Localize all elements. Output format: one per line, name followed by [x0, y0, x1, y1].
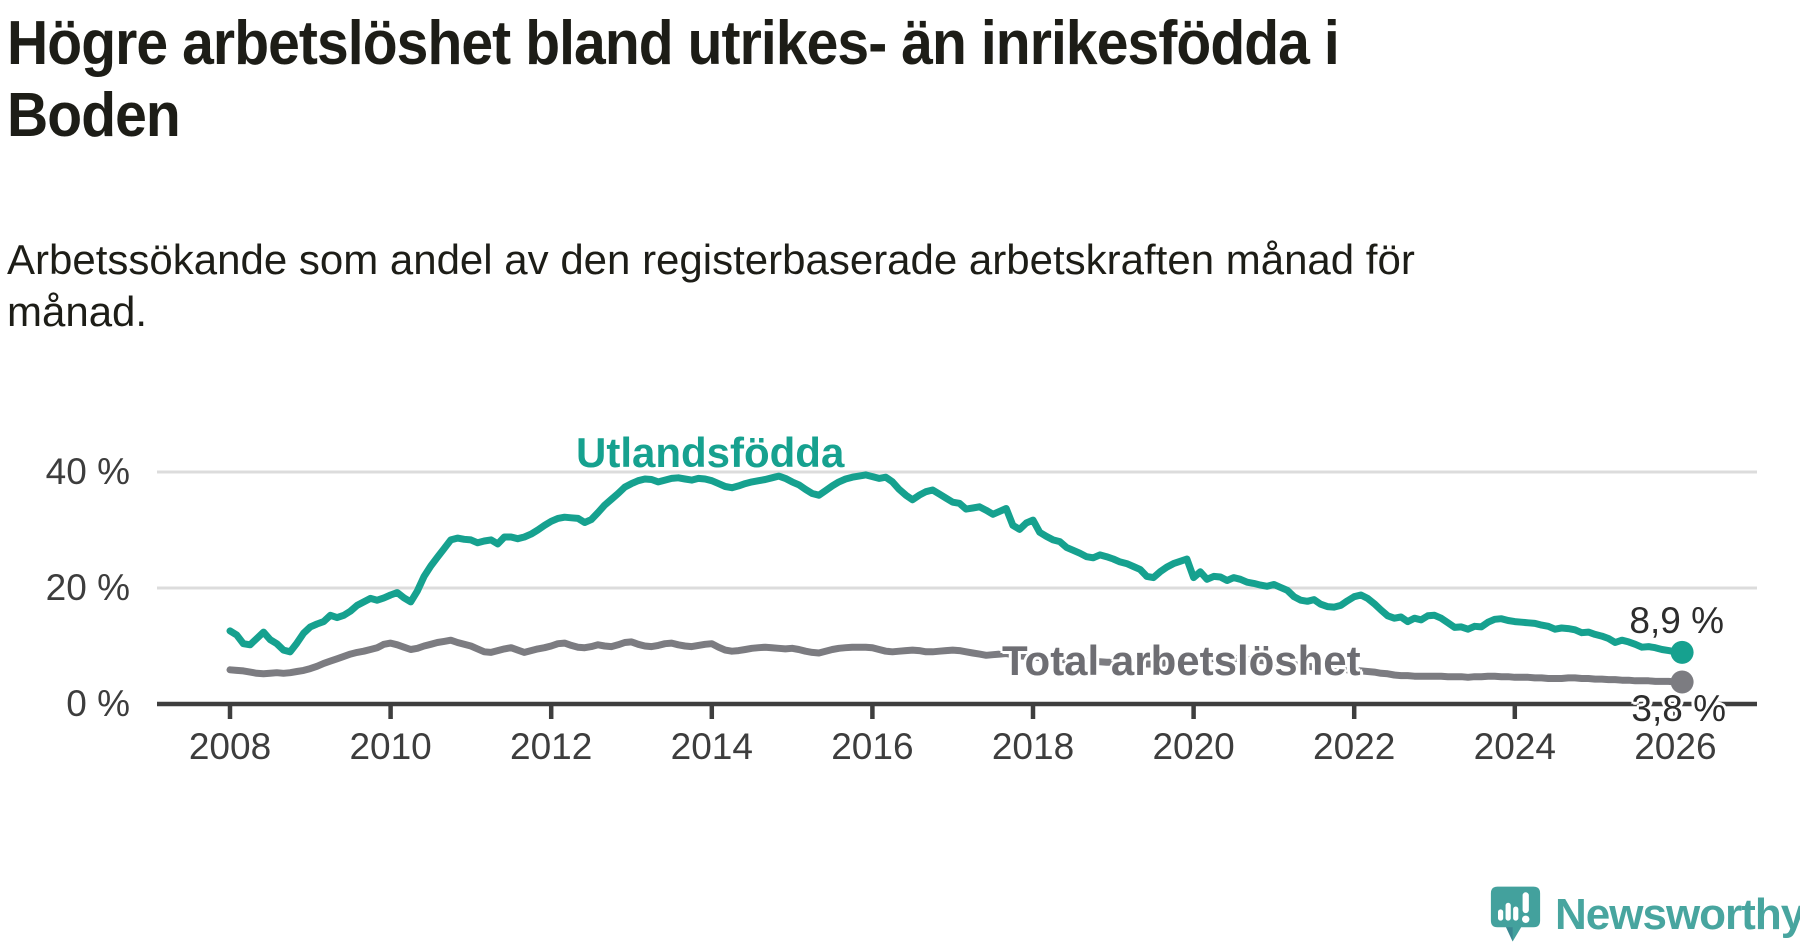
- series-label-total-arbetsloshet: Total arbetslöshet: [1002, 637, 1361, 684]
- y-tick-label-40: 40 %: [45, 451, 130, 492]
- end-dot-series-0: [1670, 640, 1694, 664]
- x-tick-label-2016: 2016: [831, 726, 914, 767]
- x-tick-label-2012: 2012: [510, 726, 593, 767]
- page-title-line-2: Boden: [7, 81, 181, 150]
- line-series-1: [226, 636, 1686, 686]
- end-value-label-utlandsfodda: 8,9 %: [1629, 600, 1724, 641]
- chart-subtitle: Arbetssökande som andel av den registerb…: [7, 234, 1415, 338]
- newsworthy-logo: Newsworthy: [1489, 884, 1800, 946]
- newsworthy-logo-icon: [1490, 886, 1541, 942]
- end-dot-series-1: [1670, 670, 1694, 694]
- end-value-label-total-arbetsloshet: 3,8 %: [1631, 688, 1726, 729]
- series-label-utlandsfodda: Utlandsfödda: [576, 429, 845, 476]
- x-tick-label-2018: 2018: [991, 726, 1075, 767]
- x-tick-label-2024: 2024: [1473, 726, 1556, 767]
- page-title: Högre arbetslöshet bland utrikes- än inr…: [7, 8, 1340, 152]
- x-tick-label-2020: 2020: [1152, 726, 1235, 767]
- x-tick-label-2022: 2022: [1313, 726, 1396, 767]
- line-series-0: [226, 471, 1686, 656]
- x-tick-label-2014: 2014: [670, 726, 753, 767]
- chart-subtitle-line-2: månad.: [7, 288, 148, 335]
- x-tick-label-2026: 2026: [1634, 726, 1717, 767]
- chart-subtitle-line-1: Arbetssökande som andel av den registerb…: [7, 236, 1415, 283]
- page-title-line-1: Högre arbetslöshet bland utrikes- än inr…: [7, 9, 1340, 78]
- newsworthy-logo-text: Newsworthy: [1555, 890, 1800, 939]
- x-tick-label-2008: 2008: [188, 726, 272, 767]
- y-tick-label-0: 0 %: [66, 683, 130, 724]
- x-tick-label-2010: 2010: [349, 726, 432, 767]
- y-tick-label-20: 20 %: [45, 567, 130, 608]
